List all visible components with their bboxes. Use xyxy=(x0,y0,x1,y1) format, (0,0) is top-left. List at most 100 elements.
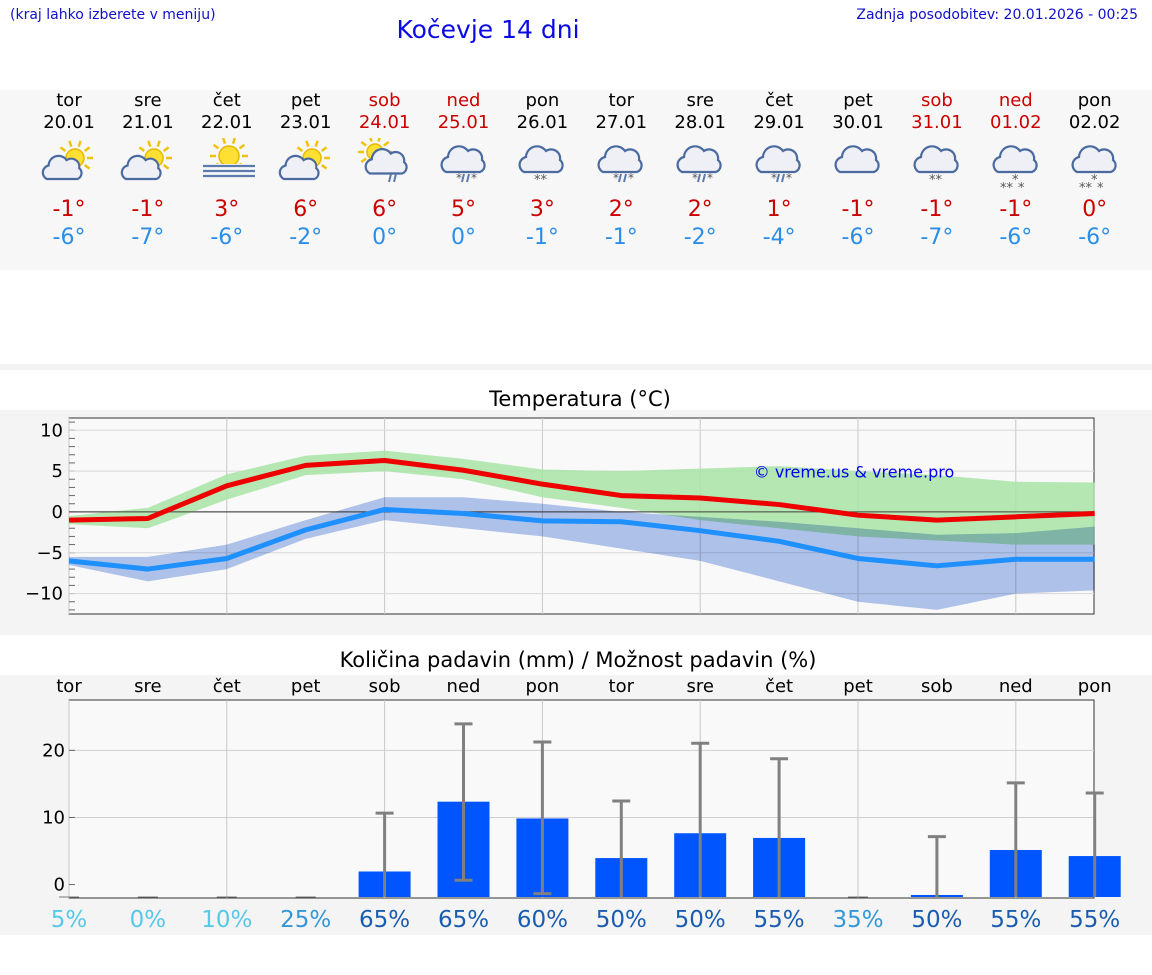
max-temperature: 6° xyxy=(293,197,319,222)
day-column: pon 02.02 * ** * 0° -6° xyxy=(1055,90,1135,252)
max-temperature: 0° xyxy=(1082,197,1108,222)
precip-chance-label: 55% xyxy=(1069,907,1120,933)
cloud-heavy-snow-icon: *** * xyxy=(992,145,1038,196)
day-column: sob 31.01 ** -1° -7° xyxy=(897,90,977,252)
min-temperature: -4° xyxy=(762,225,796,250)
day-date: 24.01 xyxy=(358,112,411,133)
precip-chance-label: 55% xyxy=(754,907,805,933)
last-updated: Zadnja posodobitev: 20.01.2026 - 00:25 xyxy=(856,7,1138,23)
precip-chance-label: 50% xyxy=(596,907,647,933)
day-column: tor 27.01 * * 2° -1° xyxy=(581,90,661,252)
precip-chance-label: 25% xyxy=(280,907,331,933)
min-temperature: 0° xyxy=(451,225,476,250)
cloud-sleet-icon: * * xyxy=(676,145,722,185)
day-date: 21.01 xyxy=(122,112,174,133)
day-column: ned 25.01 * * 5° 0° xyxy=(424,90,504,252)
precip-day-label: pet xyxy=(843,676,873,697)
precipitation-chart: tor sre čet pet sob ned pon tor sre čet pet sob ned p… xyxy=(42,676,1121,933)
sun-cloud-icon xyxy=(120,140,172,181)
day-date: 22.01 xyxy=(201,112,253,133)
day-date: 25.01 xyxy=(437,112,490,133)
svg-text:*: * xyxy=(1097,181,1104,196)
svg-text:**: ** xyxy=(929,173,943,188)
precip-day-label: sre xyxy=(134,676,161,697)
max-range-band xyxy=(69,450,1095,545)
precip-chance-label: 0% xyxy=(130,907,167,933)
day-date: 26.01 xyxy=(516,112,569,133)
min-temperature: -6° xyxy=(841,225,875,250)
min-temperature: -6° xyxy=(52,225,86,250)
day-column: sre 28.01 * * 2° -2° xyxy=(660,90,740,252)
day-date: 20.01 xyxy=(43,112,95,133)
max-temperature: 3° xyxy=(214,197,240,222)
precip-day-label: sob xyxy=(369,676,401,697)
day-date: 28.01 xyxy=(674,112,726,133)
y-tick-label: 10 xyxy=(40,420,63,441)
y-tick-label: −5 xyxy=(36,543,63,564)
day-name: čet xyxy=(765,90,794,111)
temperature-chart: 10 5 0 −5 −10 © vreme.us & vreme.pro xyxy=(25,417,1095,615)
location-hint: (kraj lahko izberete v meniju) xyxy=(10,7,216,23)
precip-chance-label: 5% xyxy=(51,907,88,933)
y-tick-label: 0 xyxy=(52,502,63,523)
separator xyxy=(0,364,1152,370)
min-temperature: -6° xyxy=(1078,225,1112,250)
precip-day-label: pon xyxy=(525,676,559,697)
page-title: Kočevje 14 dni xyxy=(396,15,580,44)
svg-text:*: * xyxy=(471,171,477,185)
svg-text:*: * xyxy=(771,171,777,185)
precip-day-label: tor xyxy=(609,676,635,697)
svg-text:*: * xyxy=(786,171,792,185)
svg-text:*: * xyxy=(1012,173,1019,188)
max-temperature: 6° xyxy=(372,197,398,222)
min-temperature: 0° xyxy=(372,225,398,250)
y-tick-label: 20 xyxy=(42,740,65,761)
precip-chance-label: 55% xyxy=(990,907,1041,933)
day-name: tor xyxy=(56,90,82,111)
day-column: čet 22.01 3° -6° xyxy=(187,90,267,252)
day-name: ned xyxy=(446,90,481,111)
y-tick-label: 10 xyxy=(42,807,65,828)
precip-day-label: sob xyxy=(921,676,953,697)
day-name: pon xyxy=(525,90,560,111)
y-tick-label: −10 xyxy=(25,584,63,605)
precip-day-label: pet xyxy=(291,676,321,697)
svg-text:*: * xyxy=(628,171,634,185)
min-temperature: -7° xyxy=(920,225,954,250)
temperature-chart-title: Temperatura (°C) xyxy=(489,387,671,411)
precip-day-label: čet xyxy=(765,676,793,697)
day-date: 01.02 xyxy=(990,112,1042,133)
sun-cloud-icon xyxy=(278,140,330,181)
day-column: sob 24.01 6° 0° xyxy=(345,90,425,252)
precip-chance-label: 50% xyxy=(675,907,726,933)
cloud-heavy-snow-icon: *** * xyxy=(1071,145,1117,196)
day-date: 30.01 xyxy=(832,112,884,133)
max-temperature: 2° xyxy=(687,197,713,222)
min-temperature: -6° xyxy=(210,225,244,250)
max-temperature: -1° xyxy=(841,197,875,222)
max-temperature: 3° xyxy=(529,197,555,222)
svg-text:**: ** xyxy=(1000,181,1014,196)
max-temperature: 5° xyxy=(451,197,476,222)
svg-text:*: * xyxy=(692,171,698,185)
cloud-snow-icon: ** xyxy=(518,145,565,188)
precip-day-label: ned xyxy=(447,676,481,697)
day-name: sob xyxy=(368,90,401,111)
precip-chance-label: 35% xyxy=(832,907,883,933)
min-temperature-line xyxy=(68,506,1095,572)
min-temperature: -2° xyxy=(683,225,717,250)
precip-chance-label: 50% xyxy=(911,907,962,933)
day-name: tor xyxy=(608,90,635,111)
precip-day-label: ned xyxy=(999,676,1033,697)
forecast-strip xyxy=(0,90,1152,270)
plot-area xyxy=(68,699,1095,899)
max-temperature: -1° xyxy=(131,197,165,222)
cloud-sleet-icon: * * xyxy=(755,145,801,185)
max-temperature: -1° xyxy=(920,197,954,222)
day-name: pet xyxy=(843,90,873,111)
sun-cloud-rain-icon xyxy=(357,138,408,183)
day-name: sre xyxy=(686,90,714,111)
cloud-icon xyxy=(834,145,880,174)
precip-chance-label: 60% xyxy=(517,907,568,933)
day-column: čet 29.01 * * 1° -4° xyxy=(739,90,819,252)
